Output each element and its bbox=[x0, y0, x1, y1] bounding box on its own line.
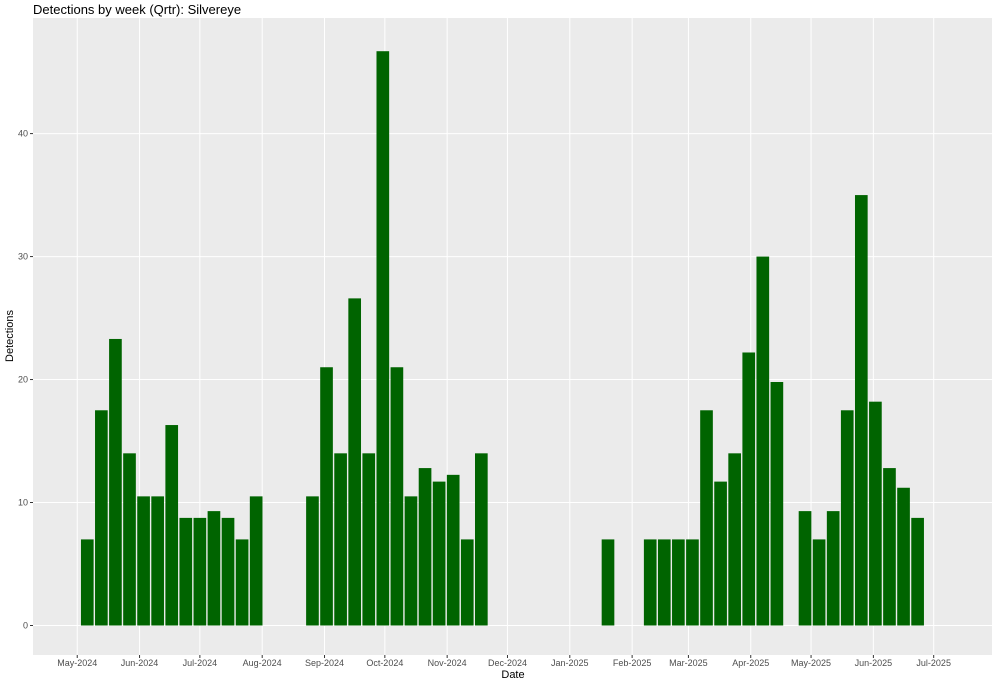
bar bbox=[165, 425, 179, 626]
y-axis-label: Detections bbox=[4, 310, 16, 362]
x-axis-label: Date bbox=[501, 669, 524, 681]
bar bbox=[700, 410, 713, 626]
bar bbox=[306, 496, 319, 626]
bar bbox=[728, 453, 741, 626]
bar bbox=[207, 511, 221, 626]
chart-title: Detections by week (Qrtr): Silvereye bbox=[33, 2, 241, 17]
bar bbox=[109, 338, 122, 626]
y-tick-label: 10 bbox=[18, 498, 28, 508]
bar bbox=[742, 352, 756, 626]
bar bbox=[883, 468, 896, 626]
x-tick-label: Nov-2024 bbox=[428, 658, 467, 668]
bar bbox=[460, 539, 474, 626]
bar bbox=[80, 539, 94, 626]
bar bbox=[911, 517, 924, 626]
bar bbox=[686, 539, 699, 626]
y-tick-label: 0 bbox=[23, 620, 28, 630]
x-tick-label: May-2024 bbox=[57, 658, 97, 668]
bar bbox=[432, 481, 446, 626]
x-tick-label: Oct-2024 bbox=[366, 658, 403, 668]
bar bbox=[756, 256, 770, 626]
bar bbox=[826, 511, 840, 626]
x-tick-label: Feb-2025 bbox=[613, 658, 652, 668]
x-tick-label: Mar-2025 bbox=[669, 658, 708, 668]
bar bbox=[151, 496, 164, 626]
x-tick-label: Aug-2024 bbox=[243, 658, 282, 668]
x-tick-label: Dec-2024 bbox=[488, 658, 527, 668]
bar bbox=[404, 496, 418, 626]
bar bbox=[249, 496, 263, 626]
bar bbox=[221, 517, 235, 626]
x-tick-label: Jul-2024 bbox=[183, 658, 218, 668]
x-tick-label: Apr-2025 bbox=[732, 658, 769, 668]
bar bbox=[123, 453, 136, 626]
bar bbox=[869, 401, 882, 626]
bar bbox=[840, 410, 854, 626]
bar bbox=[334, 453, 347, 626]
x-tick-label: May-2025 bbox=[791, 658, 831, 668]
bar bbox=[601, 539, 615, 626]
bar bbox=[348, 298, 362, 626]
bar bbox=[714, 481, 727, 626]
bar bbox=[897, 487, 910, 626]
bar bbox=[798, 511, 812, 626]
bar bbox=[854, 195, 868, 626]
bar bbox=[137, 496, 150, 626]
y-tick-label: 40 bbox=[18, 129, 28, 139]
bar bbox=[390, 367, 404, 626]
bar bbox=[320, 367, 333, 626]
bar bbox=[770, 382, 784, 626]
bar bbox=[362, 453, 376, 626]
y-tick-label: 20 bbox=[18, 375, 28, 385]
x-tick-label: Sep-2024 bbox=[305, 658, 344, 668]
x-tick-label: Jul-2025 bbox=[916, 658, 951, 668]
bar bbox=[235, 539, 249, 626]
bar bbox=[376, 51, 390, 626]
bar bbox=[193, 517, 207, 626]
x-tick-label: Jun-2025 bbox=[855, 658, 893, 668]
bar bbox=[95, 410, 108, 626]
bar bbox=[179, 517, 193, 626]
bar bbox=[643, 539, 657, 626]
x-tick-label: Jan-2025 bbox=[551, 658, 589, 668]
y-tick-label: 30 bbox=[18, 252, 28, 262]
bar bbox=[672, 539, 685, 626]
bar bbox=[446, 474, 460, 626]
bar bbox=[475, 453, 488, 626]
bar bbox=[657, 539, 671, 626]
x-tick-label: Jun-2024 bbox=[121, 658, 159, 668]
bar bbox=[418, 468, 432, 626]
bar bbox=[812, 539, 826, 626]
